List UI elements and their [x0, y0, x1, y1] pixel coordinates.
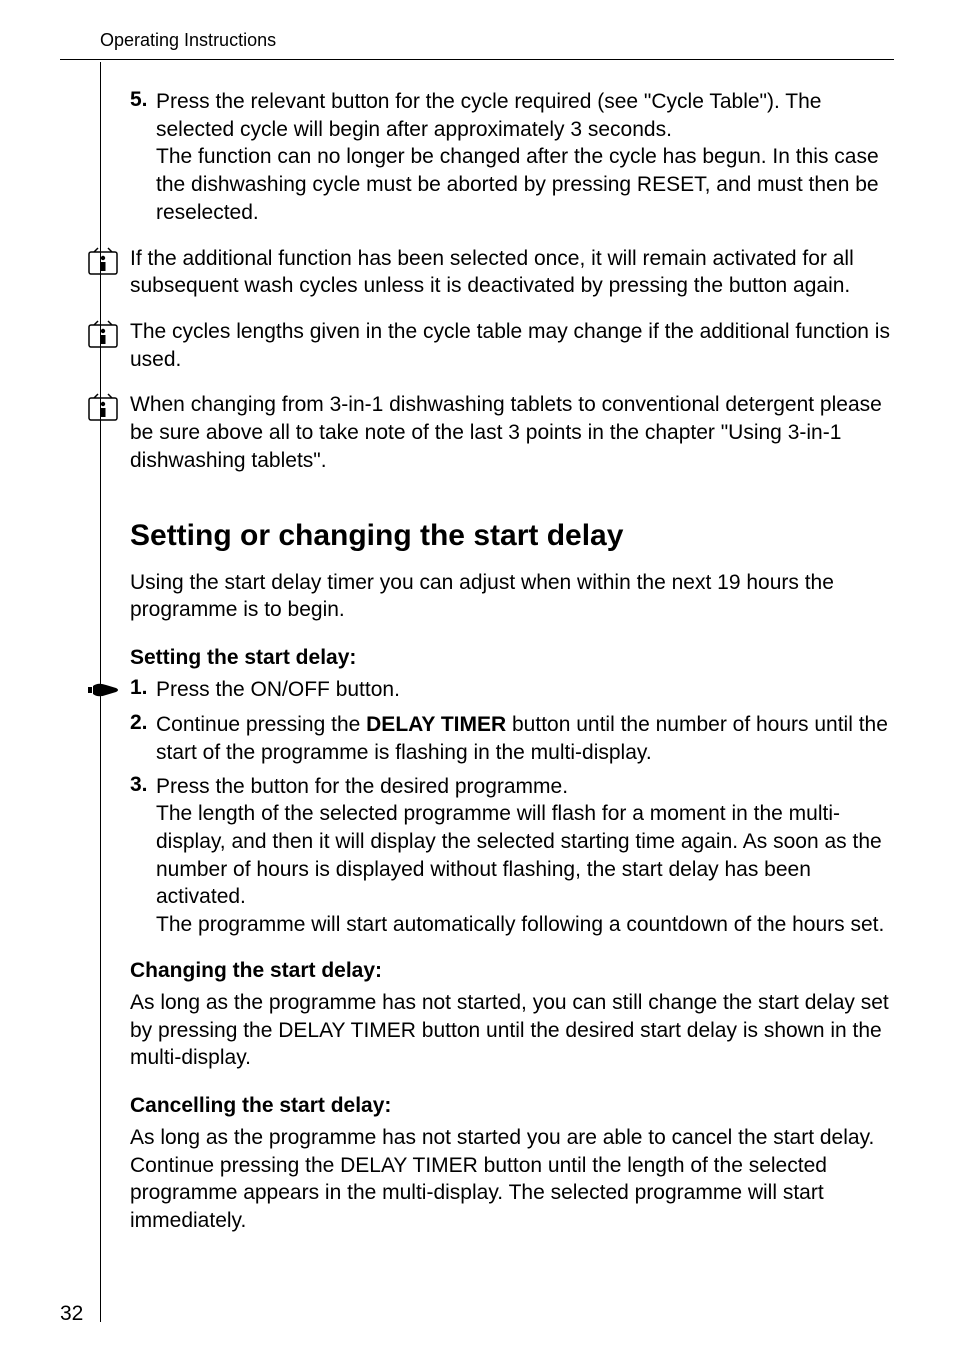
section-heading: Setting or changing the start delay: [130, 519, 894, 553]
setting-step-1: 1. Press the ON/OFF button.: [130, 676, 894, 705]
setting-step-3-text: Press the button for the desired program…: [156, 773, 894, 939]
info-block-1: If the additional function has been sele…: [130, 245, 894, 300]
info-icon: [88, 245, 130, 275]
cancelling-heading: Cancelling the start delay:: [130, 1094, 894, 1118]
cancelling-block: Cancelling the start delay: As long as t…: [130, 1094, 894, 1235]
setting-step-2: 2. Continue pressing the DELAY TIMER but…: [130, 711, 894, 766]
changing-block: Changing the start delay: As long as the…: [130, 959, 894, 1072]
setting-step-1-num: 1.: [130, 676, 156, 700]
info-3-text: When changing from 3-in-1 dishwashing ta…: [130, 391, 894, 474]
page-number: 32: [60, 1302, 83, 1326]
setting-step-1-text: Press the ON/OFF button.: [156, 676, 400, 704]
setting-step-2-text: Continue pressing the DELAY TIMER button…: [156, 711, 894, 766]
section-intro: Using the start delay timer you can adju…: [130, 569, 894, 624]
s2-part-b: DELAY TIMER: [366, 713, 506, 736]
s2-part-a: Continue pressing the: [156, 713, 366, 736]
info-icon: [88, 391, 130, 421]
info-1-text: If the additional function has been sele…: [130, 245, 894, 300]
page-header: Operating Instructions: [60, 30, 894, 60]
step-5: 5. Press the relevant button for the cyc…: [130, 88, 894, 227]
vertical-rule: [100, 62, 101, 1322]
step-5-text: Press the relevant button for the cycle …: [156, 88, 894, 227]
hand-icon: [88, 676, 130, 705]
changing-heading: Changing the start delay:: [130, 959, 894, 983]
info-icon: [88, 318, 130, 348]
info-block-3: When changing from 3-in-1 dishwashing ta…: [130, 391, 894, 474]
info-2-text: The cycles lengths given in the cycle ta…: [130, 318, 894, 373]
setting-step-2-num: 2.: [130, 711, 156, 735]
step-5-number: 5.: [130, 88, 156, 227]
setting-step-3-num: 3.: [130, 773, 156, 797]
setting-heading: Setting the start delay:: [130, 646, 894, 670]
cancelling-body: As long as the programme has not started…: [130, 1124, 894, 1235]
changing-body: As long as the programme has not started…: [130, 989, 894, 1072]
header-title: Operating Instructions: [100, 30, 276, 51]
info-block-2: The cycles lengths given in the cycle ta…: [130, 318, 894, 373]
setting-step-3: 3. Press the button for the desired prog…: [130, 773, 894, 939]
